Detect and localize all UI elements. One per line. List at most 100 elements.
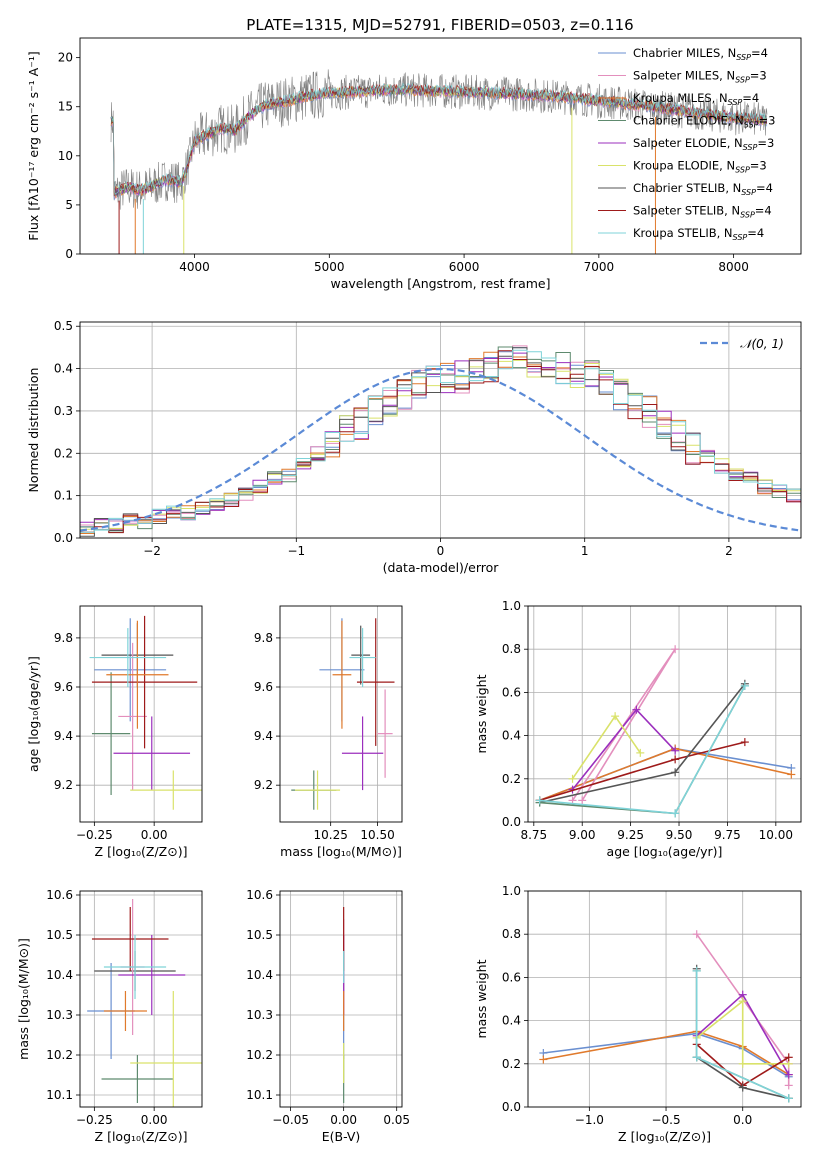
legend-entry: Kroupa ELODIE, NSSP=3 bbox=[633, 159, 767, 175]
legend-sub: SSP bbox=[740, 211, 755, 220]
histogram-kroupa-miles bbox=[80, 351, 801, 538]
legend-entry: Kroupa MILES, NSSP=4 bbox=[633, 91, 759, 107]
x-tick-label: 5000 bbox=[314, 260, 345, 274]
y-tick-label: 10.5 bbox=[46, 928, 73, 942]
axes-frame bbox=[527, 890, 802, 1108]
legend-label: Kroupa MILES, N bbox=[633, 91, 728, 105]
y-tick-label: 20 bbox=[58, 51, 73, 65]
legend-label: Chabrier STELIB, N bbox=[633, 181, 741, 195]
y-tick-label: 10.3 bbox=[46, 1008, 73, 1022]
y-axis-label: mass weight bbox=[474, 959, 489, 1038]
y-tick-label: 9.2 bbox=[54, 778, 73, 792]
plot-area bbox=[291, 618, 395, 810]
y-tick-label: 10.4 bbox=[46, 968, 73, 982]
legend-sub: SSP bbox=[728, 98, 743, 107]
legend-sub: SSP bbox=[736, 53, 751, 62]
y-tick-label: 0.4 bbox=[54, 362, 73, 376]
y-tick-label: 0.8 bbox=[502, 927, 521, 941]
x-tick-label: −0.25 bbox=[76, 828, 113, 842]
legend-tail: =4 bbox=[747, 226, 764, 240]
x-axis-label: age [log₁₀(age/yr)] bbox=[607, 844, 723, 859]
y-tick-label: 0.4 bbox=[502, 729, 521, 743]
y-tick-label: 0.0 bbox=[502, 1100, 521, 1114]
x-axis-label: Z [log₁₀(Z/Z⊙)] bbox=[618, 1129, 711, 1144]
legend-entry: 𝒩(0, 1) bbox=[740, 337, 784, 351]
histogram-salpeter-stelib bbox=[80, 350, 801, 538]
legend-entry: Chabrier STELIB, NSSP=4 bbox=[633, 181, 773, 197]
y-axis-label: mass [log₁₀(M/M⊙)] bbox=[16, 938, 31, 1060]
y-tick-label: 0.1 bbox=[54, 489, 73, 503]
plot-area bbox=[535, 645, 796, 818]
series-line bbox=[543, 1030, 790, 1076]
y-axis-label: mass weight bbox=[474, 674, 489, 753]
legend-tail: =4 bbox=[756, 181, 773, 195]
y-tick-label: 5 bbox=[65, 198, 73, 212]
legend-label: Salpeter ELODIE, N bbox=[633, 136, 743, 150]
plot-area bbox=[87, 899, 202, 1107]
y-tick-label: 0.0 bbox=[54, 531, 73, 545]
y-tick-label: 10.1 bbox=[246, 1088, 273, 1102]
y-tick-label: 10.6 bbox=[46, 888, 73, 902]
y-tick-label: 9.6 bbox=[254, 680, 273, 694]
axes-frame bbox=[79, 890, 203, 1108]
x-tick-label: 9.50 bbox=[666, 828, 693, 842]
legend-entry: Chabrier MILES, NSSP=4 bbox=[633, 46, 768, 62]
chart-spectrum: 4000 5000 6000 7000 8000 0 5 10 15 20 wavelength [… bbox=[26, 37, 802, 291]
x-axis-label: Z [log₁₀(Z/Z⊙)] bbox=[95, 1129, 188, 1144]
axes-frame bbox=[279, 890, 403, 1108]
histogram-chabrier-stelib bbox=[80, 347, 801, 538]
y-tick-label: 0 bbox=[65, 247, 73, 261]
axes-frame bbox=[79, 321, 802, 539]
legend-sub: SSP bbox=[735, 76, 750, 85]
legend-tail: =4 bbox=[742, 91, 759, 105]
legend-sub: SSP bbox=[741, 188, 756, 197]
x-tick-label: −0.5 bbox=[651, 1113, 680, 1127]
chart-mass-vs-ebv: −0.05 0.00 0.05 10.1 10.2 10.3 10.4 10.5 10.6 E(B… bbox=[246, 888, 410, 1144]
y-tick-label: 10.4 bbox=[246, 968, 273, 982]
legend-label: Chabrier MILES, N bbox=[633, 46, 736, 60]
x-tick-label: 9.25 bbox=[617, 828, 644, 842]
legend-entry: Kroupa STELIB, NSSP=4 bbox=[633, 226, 764, 242]
y-tick-label: 9.8 bbox=[254, 631, 273, 645]
y-tick-label: 0.6 bbox=[502, 685, 521, 699]
series-line bbox=[696, 999, 789, 1065]
y-tick-label: 10.3 bbox=[246, 1008, 273, 1022]
series-line bbox=[543, 1032, 790, 1078]
x-tick-label: −2 bbox=[143, 544, 161, 558]
axes-frame bbox=[79, 37, 802, 255]
legend-label: Kroupa ELODIE, N bbox=[633, 159, 735, 173]
legend-sub: SSP bbox=[735, 166, 750, 175]
y-tick-label: 15 bbox=[58, 100, 73, 114]
x-tick-label: −0.25 bbox=[76, 1113, 113, 1127]
y-tick-label: 10.2 bbox=[246, 1048, 273, 1062]
y-tick-label: 9.4 bbox=[254, 729, 273, 743]
x-tick-label: −1.0 bbox=[575, 1113, 604, 1127]
x-axis-label: mass [log₁₀(M/M⊙)] bbox=[280, 844, 402, 859]
y-tick-label: 0.5 bbox=[54, 319, 73, 333]
x-tick-label: 9.00 bbox=[569, 828, 596, 842]
axes-frame bbox=[527, 605, 802, 823]
legend-sub: SSP bbox=[744, 121, 759, 130]
x-tick-label: 0.00 bbox=[330, 1113, 357, 1127]
x-tick-label: 4000 bbox=[179, 260, 210, 274]
x-axis-label: (data-model)/error bbox=[383, 560, 500, 575]
y-tick-label: 10.2 bbox=[46, 1048, 73, 1062]
x-tick-label: 7000 bbox=[584, 260, 615, 274]
plot-area bbox=[539, 930, 793, 1103]
legend-label: Kroupa STELIB, N bbox=[633, 226, 733, 240]
y-tick-label: 1.0 bbox=[502, 599, 521, 613]
chart-weight-vs-Z: −1.0 −0.5 0.0 0.0 0.2 0.4 0.6 0.8 1.0 Z [log₁₀(Z/… bbox=[474, 884, 802, 1144]
x-tick-label: 0.0 bbox=[733, 1113, 752, 1127]
y-tick-label: 0.8 bbox=[502, 642, 521, 656]
y-axis-label: Normed distribution bbox=[26, 368, 41, 493]
plot-area bbox=[89, 615, 202, 810]
y-tick-label: 1.0 bbox=[502, 884, 521, 898]
y-tick-label: 10.6 bbox=[246, 888, 273, 902]
x-tick-label: 10.50 bbox=[360, 828, 394, 842]
y-tick-label: 0.6 bbox=[502, 970, 521, 984]
y-tick-label: 9.2 bbox=[254, 778, 273, 792]
x-axis-label: wavelength [Angstrom, rest frame] bbox=[330, 276, 550, 291]
legend-tail: =3 bbox=[750, 159, 767, 173]
x-tick-label: −0.05 bbox=[272, 1113, 309, 1127]
axes-frame bbox=[279, 605, 403, 823]
